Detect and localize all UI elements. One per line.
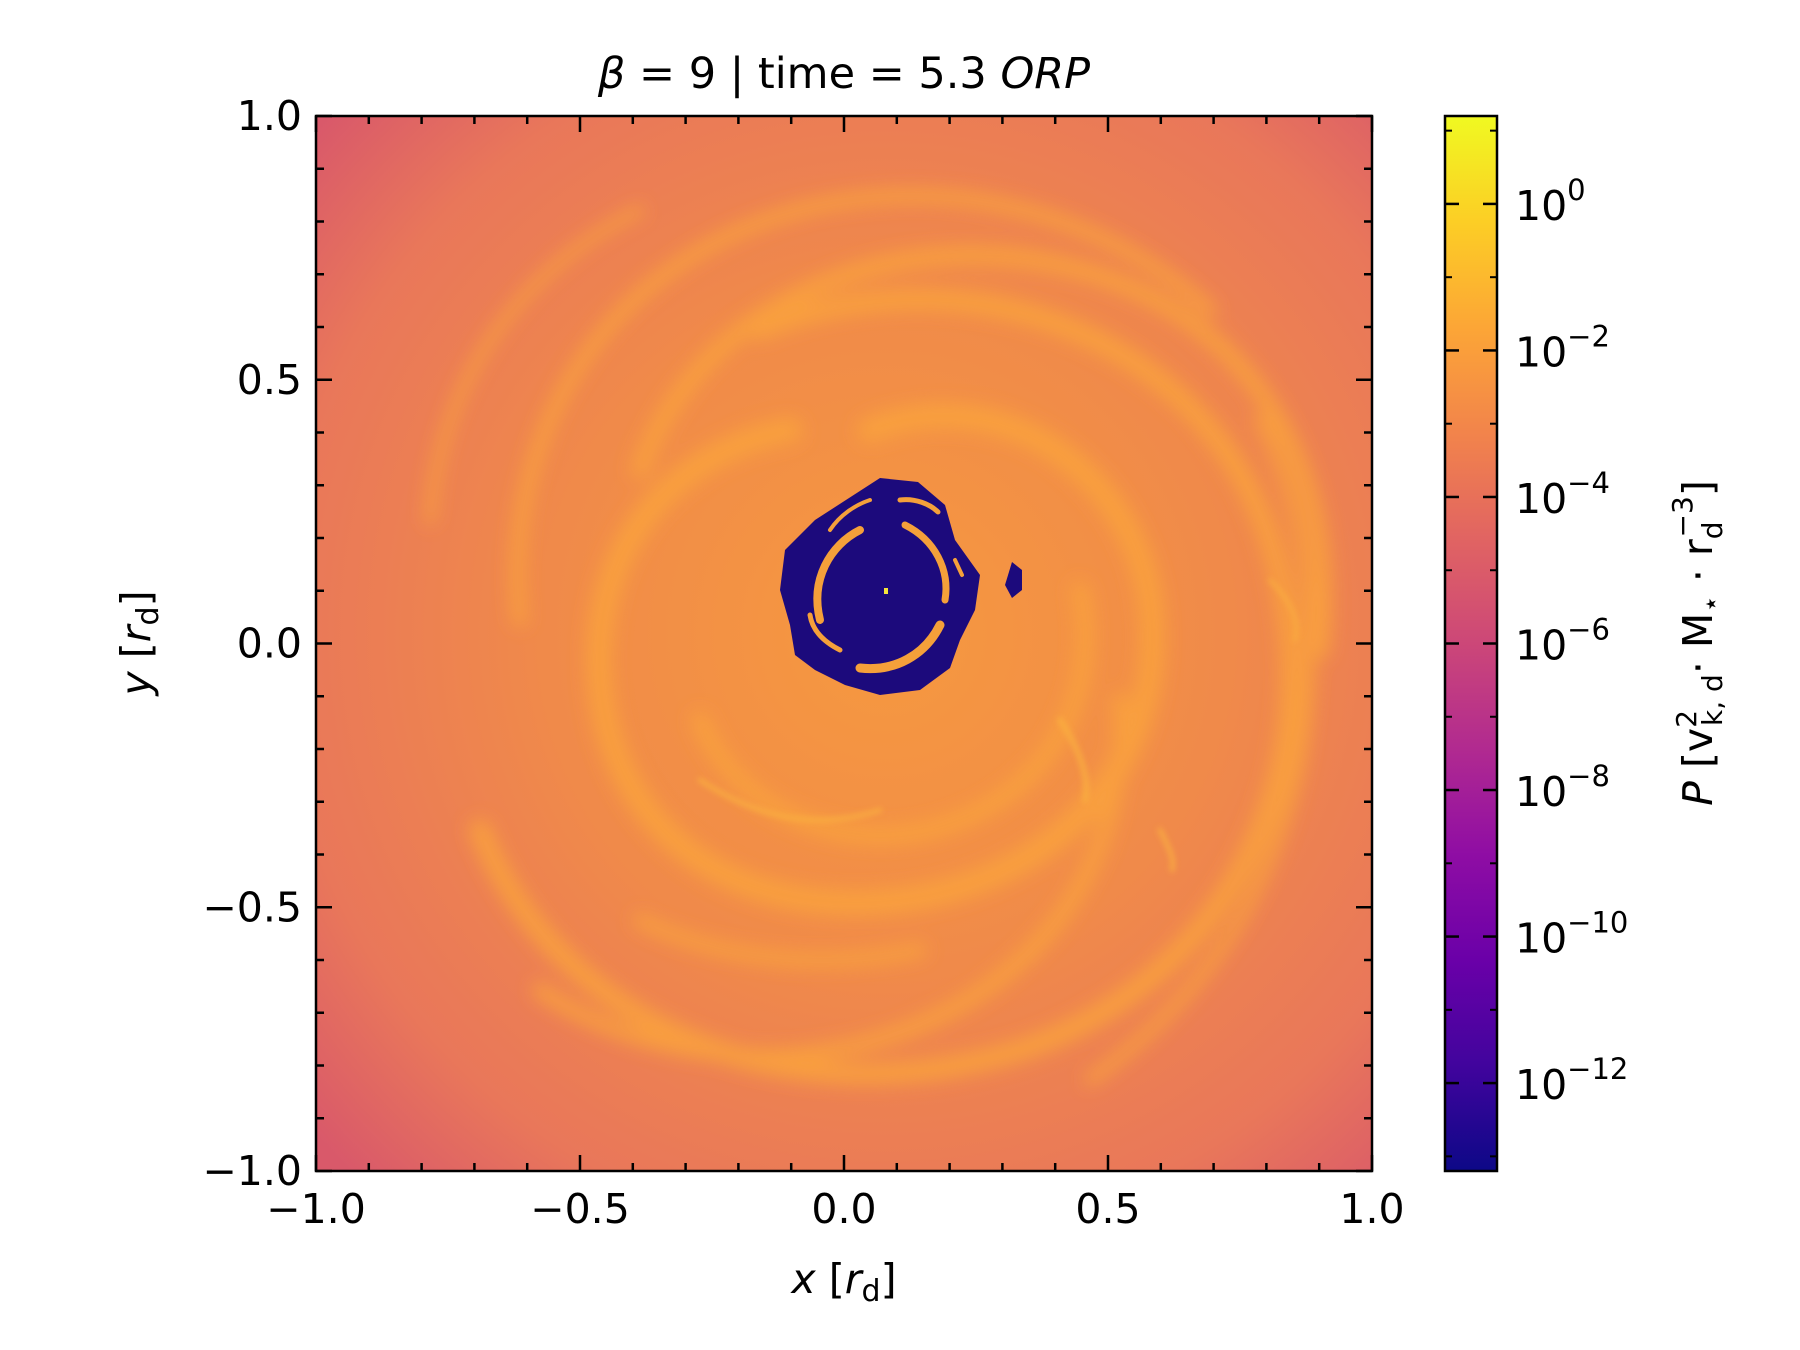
colorbar-tick-label: 10−10	[1515, 906, 1628, 963]
x-axis-ticks	[314, 116, 1374, 1171]
colorbar-tick-label: 10−6	[1515, 613, 1610, 670]
x-tick-label: −0.5	[530, 1185, 630, 1233]
colorbar-tick-label: 10−2	[1515, 319, 1610, 376]
y-tick-label: 0.0	[237, 620, 302, 668]
spiral-arms	[425, 189, 1332, 1086]
x-tick-label: 1.0	[1339, 1185, 1404, 1233]
x-tick-label: −1.0	[266, 1185, 366, 1233]
y-tick-label: −0.5	[202, 883, 302, 931]
colorbar-tick-label: 10−8	[1515, 759, 1610, 816]
colorbar-tick-label: 10−4	[1515, 466, 1610, 523]
colorbar-tick-labels: 100 10−2 10−4 10−6 10−8 10−10 10−12	[1515, 173, 1628, 1109]
x-tick-label: 0.5	[1075, 1185, 1140, 1233]
pressure-heatmap	[316, 116, 1372, 1171]
colorbar-label: P [v2k, d· M⋆ · rd−3]	[1666, 480, 1729, 806]
y-axis-tick-labels: −1.0 −0.5 0.0 0.5 1.0	[202, 92, 302, 1195]
chart-title: β = 9 | time = 5.3 ORP	[597, 49, 1090, 99]
x-axis-label: x [rd]	[789, 1255, 896, 1309]
title-unit: ORP	[1000, 49, 1090, 99]
colorbar-tick-label: 10−12	[1515, 1052, 1628, 1109]
title-main: = 9 | time = 5.3	[625, 49, 1000, 99]
x-tick-label: 0.0	[811, 1185, 876, 1233]
central-void	[780, 478, 1022, 695]
x-axis-tick-labels: −1.0 −0.5 0.0 0.5 1.0	[266, 1185, 1404, 1233]
title-beta-symbol: β	[597, 49, 625, 99]
colorbar-ticks	[1445, 129, 1497, 1158]
y-axis-ticks	[316, 114, 1372, 1173]
y-axis-label: y [rd]	[112, 590, 166, 697]
y-tick-label: 0.5	[237, 356, 302, 404]
y-tick-label: 1.0	[237, 92, 302, 140]
y-tick-label: −1.0	[202, 1147, 302, 1195]
fine-filaments	[697, 578, 1299, 873]
colorbar-tick-label: 100	[1515, 173, 1586, 230]
